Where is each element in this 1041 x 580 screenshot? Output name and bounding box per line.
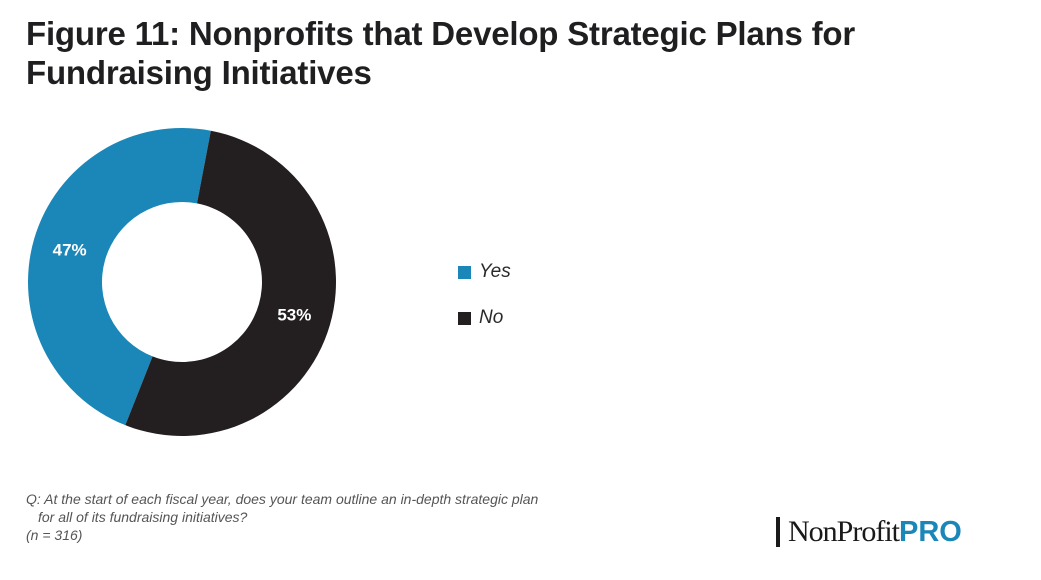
survey-footnote: Q: At the start of each fiscal year, doe… bbox=[26, 490, 726, 544]
data-label-yes: 47% bbox=[53, 240, 87, 259]
chart-title: Figure 11: Nonprofits that Develop Strat… bbox=[26, 14, 1006, 92]
footnote-question-line-1: Q: At the start of each fiscal year, doe… bbox=[26, 491, 539, 507]
logo-bar bbox=[776, 517, 780, 547]
legend-swatch-no bbox=[458, 311, 471, 325]
legend-label-yes: Yes bbox=[479, 261, 511, 282]
legend-swatch-yes bbox=[458, 265, 471, 279]
data-label-no: 53% bbox=[277, 306, 311, 325]
chart-title-line-1: Figure 11: Nonprofits that Develop Strat… bbox=[26, 15, 856, 52]
nonprofitpro-logo: NonProfit PRO bbox=[776, 512, 962, 552]
legend-item-yes: Yes bbox=[458, 258, 658, 286]
chart-title-line-2: Fundraising Initiatives bbox=[26, 54, 372, 91]
donut-slice-yes bbox=[27, 128, 211, 426]
footnote-question-line-2: for all of its fundraising initiatives? bbox=[38, 509, 248, 525]
donut-chart-svg: 47% 53% bbox=[27, 128, 336, 436]
chart-legend: Yes No bbox=[458, 258, 658, 350]
logo-pro: PRO bbox=[899, 515, 962, 548]
footnote-sample-size: (n = 316) bbox=[26, 527, 83, 543]
donut-chart: 47% 53% bbox=[0, 100, 400, 460]
logo-name: NonProfit bbox=[788, 515, 900, 548]
donut-slice-no bbox=[125, 130, 336, 436]
legend-item-no: No bbox=[458, 304, 658, 332]
legend-label-no: No bbox=[479, 307, 504, 328]
